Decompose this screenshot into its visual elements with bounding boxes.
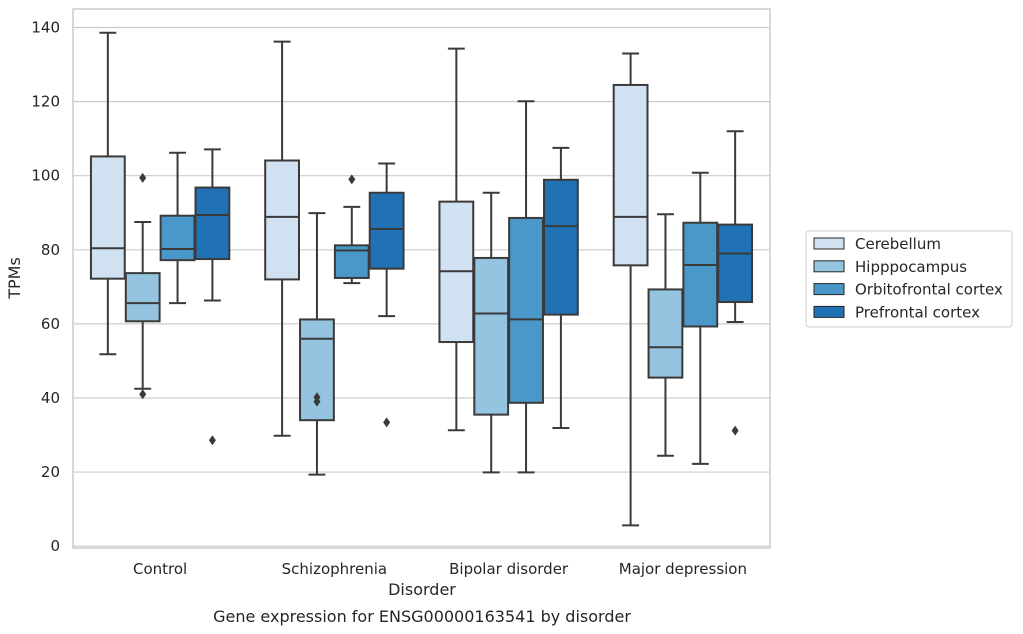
outlier-point xyxy=(383,417,391,428)
y-tick-labels: 0 20 40 60 80 100 120 140 xyxy=(31,19,60,556)
box xyxy=(159,214,196,262)
box-group xyxy=(333,174,370,285)
box-group xyxy=(89,31,126,356)
box-plot-series xyxy=(89,31,754,527)
x-tick-label: Major depression xyxy=(619,560,747,578)
y-tick-label: 40 xyxy=(41,389,60,407)
chart-caption: Gene expression for ENSG00000163541 by d… xyxy=(213,607,631,626)
box xyxy=(717,223,754,304)
legend-swatch xyxy=(813,305,845,318)
box-group xyxy=(508,100,544,474)
legend-swatch xyxy=(813,237,845,250)
legend: Cerebellum Hipppocampus Orbitofrontal cort… xyxy=(805,230,1013,328)
x-tick-label: Bipolar disorder xyxy=(449,560,569,578)
legend-label: Prefrontal cortex xyxy=(855,303,980,321)
box xyxy=(194,186,231,261)
outlier-point xyxy=(208,435,216,446)
box xyxy=(682,221,719,328)
outlier-point xyxy=(139,389,147,400)
box-group xyxy=(542,146,579,429)
box xyxy=(89,155,126,280)
plot-frame xyxy=(72,8,771,549)
x-axis-title: Disorder xyxy=(388,580,456,599)
box xyxy=(647,288,684,379)
y-axis-title: TPMs xyxy=(5,257,24,300)
box-group xyxy=(159,151,196,305)
x-tick-labels: Control Schizophrenia Bipolar disorder Majo… xyxy=(133,560,747,578)
box xyxy=(508,216,544,404)
box xyxy=(264,159,301,281)
legend-swatch xyxy=(813,283,845,296)
box-group xyxy=(194,148,231,446)
outlier-point xyxy=(139,172,147,183)
y-tick-label: 20 xyxy=(41,463,60,481)
y-tick-label: 100 xyxy=(31,167,60,185)
box xyxy=(473,256,510,416)
box-group xyxy=(264,40,301,437)
y-tick-label: 80 xyxy=(41,241,60,259)
box-group xyxy=(299,212,335,476)
y-tick-label: 60 xyxy=(41,315,60,333)
box xyxy=(612,83,649,267)
y-tick-label: 0 xyxy=(50,537,60,555)
y-tick-label: 120 xyxy=(31,93,60,111)
box-group xyxy=(368,162,405,428)
outlier-point xyxy=(348,174,356,185)
outlier-point xyxy=(731,425,739,436)
box-group xyxy=(612,52,649,527)
box-group xyxy=(473,191,510,474)
legend-frame xyxy=(805,230,1013,328)
legend-label: Orbitofrontal cortex xyxy=(855,281,1003,299)
box-group xyxy=(647,213,684,457)
box xyxy=(368,191,405,270)
box-group xyxy=(438,47,475,432)
box-group xyxy=(682,171,719,465)
y-tick-label: 140 xyxy=(31,19,60,37)
outlier-point xyxy=(313,396,321,407)
box-group xyxy=(124,172,161,400)
x-tick-label: Control xyxy=(133,560,187,578)
box-group xyxy=(717,130,754,436)
legend-label: Hipppocampus xyxy=(855,258,967,276)
legend-swatch xyxy=(813,260,845,273)
box xyxy=(542,178,579,316)
box xyxy=(124,272,161,323)
x-tick-label: Schizophrenia xyxy=(282,560,387,578)
legend-label: Cerebellum xyxy=(855,235,941,253)
